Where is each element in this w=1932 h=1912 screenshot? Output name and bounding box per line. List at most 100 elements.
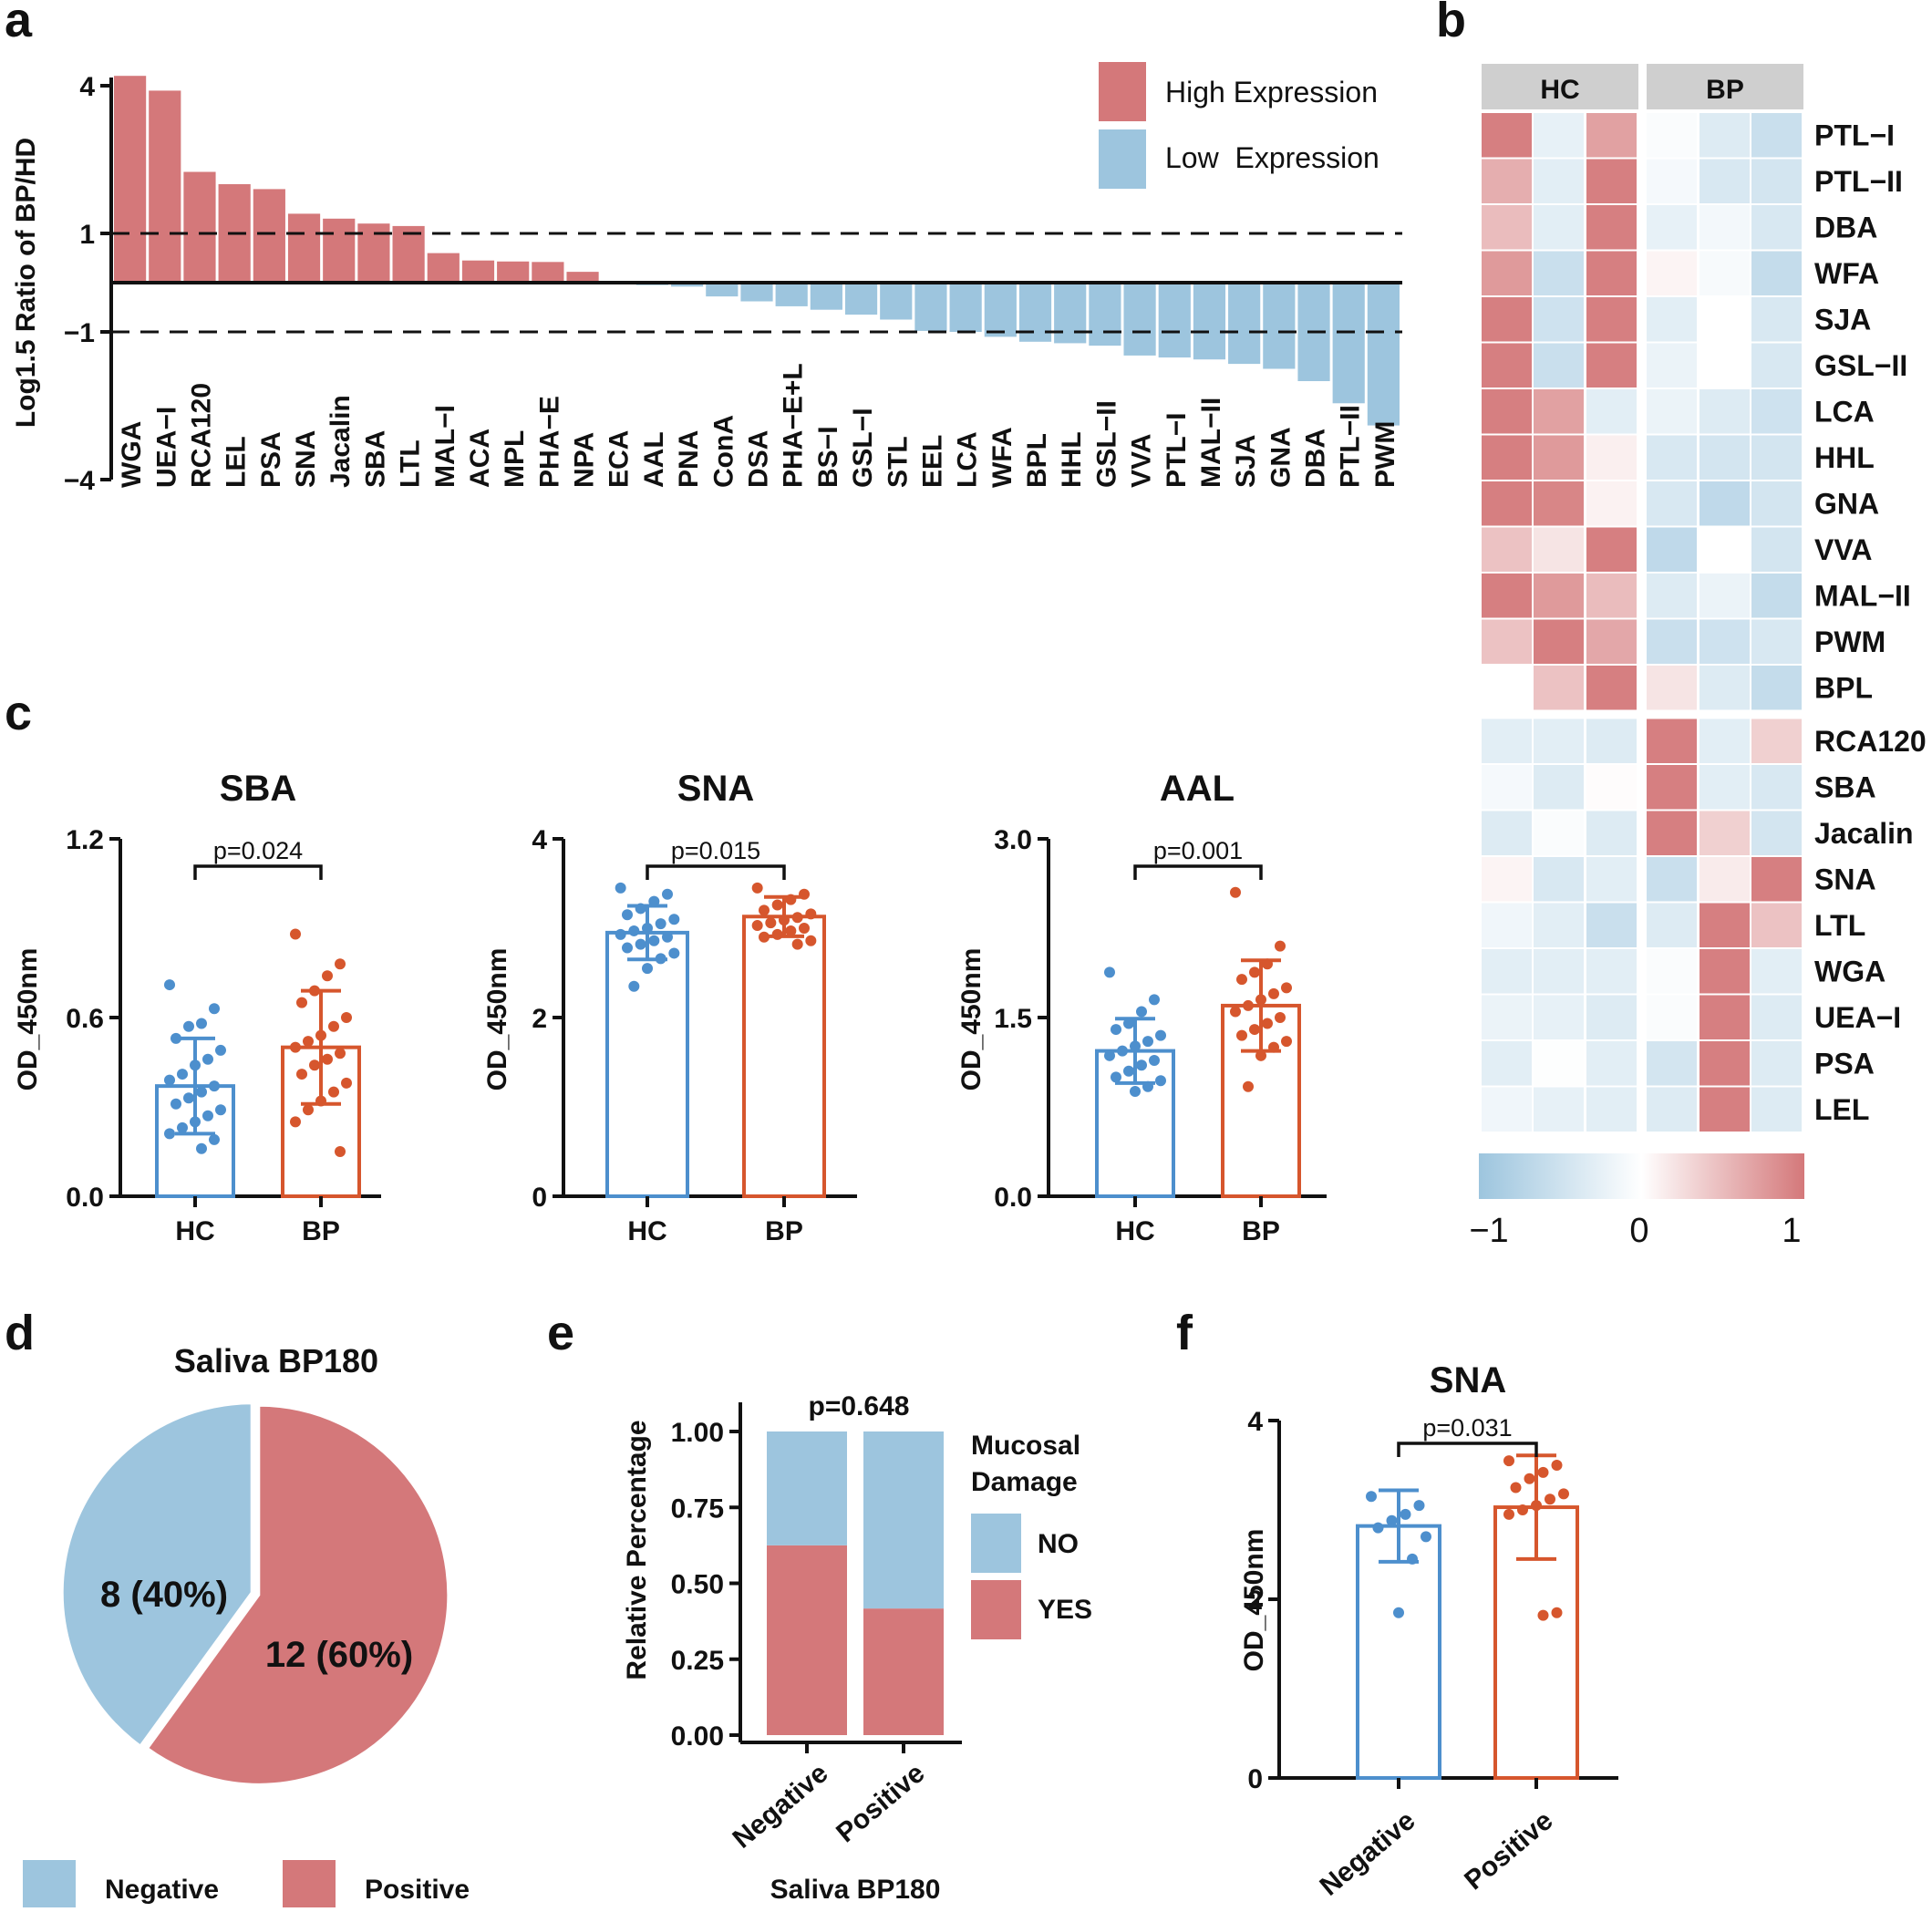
b-row-label: UEA−I	[1814, 1001, 1901, 1034]
data-point	[642, 923, 653, 934]
data-point	[805, 908, 817, 920]
c2-y-axis-label: OD_450nm	[482, 948, 512, 1091]
b-heatmap-cell	[1751, 343, 1802, 388]
data-point	[1155, 1029, 1166, 1041]
data-point	[209, 1133, 220, 1145]
data-point	[668, 914, 680, 925]
b-heatmap-cell	[1647, 389, 1697, 434]
a-bar	[566, 272, 599, 283]
b-heatmap-cell	[1647, 343, 1697, 388]
y-tick-label: 2	[1247, 1586, 1263, 1616]
b-heatmap-cell	[1751, 481, 1802, 526]
b-heatmap-cell	[1482, 574, 1532, 618]
significance-bracket	[1133, 864, 1263, 880]
data-point	[785, 894, 797, 905]
data-point	[799, 923, 810, 934]
data-point	[177, 1121, 188, 1133]
data-point	[296, 1069, 307, 1080]
panel-c-aal: AAL OD_450nm 0.0 1.5 3.0 HC BP p=0.001	[956, 769, 1327, 1246]
b-heatmap-cell	[1482, 949, 1532, 994]
c1-y-axis-label: OD_450nm	[13, 948, 43, 1091]
a-bar	[183, 171, 216, 283]
b-heatmap-cell	[1647, 765, 1697, 810]
data-point	[1545, 1493, 1555, 1505]
y-tick-label: 4	[1247, 1407, 1263, 1437]
a-x-tick-label: SNA	[291, 430, 321, 488]
b-heatmap-cell	[1751, 159, 1802, 203]
data-point	[1268, 987, 1279, 999]
data-point	[1255, 1049, 1266, 1061]
data-point	[1400, 1508, 1411, 1520]
data-point	[164, 1074, 175, 1086]
data-point	[335, 958, 346, 970]
b-heatmap-cell	[1534, 1041, 1584, 1086]
data-point	[1517, 1504, 1528, 1515]
a-x-tick-label: WFA	[987, 427, 1018, 488]
stacked-bar-segment	[767, 1545, 847, 1735]
pie-slice	[145, 1403, 450, 1786]
a-x-tick-label: PTL−II	[1336, 405, 1366, 488]
b-group-header-hc	[1482, 64, 1638, 109]
b-heatmap-cell	[1700, 435, 1750, 480]
y-tick-label: 2	[532, 1004, 547, 1034]
data-point	[303, 1104, 314, 1116]
a-x-tick-label: PHA−E	[534, 396, 564, 488]
b-colorbar-tick-max: 1	[1782, 1212, 1801, 1250]
data-point	[771, 928, 783, 940]
y-tick-label: 0	[532, 1183, 547, 1213]
a-x-tick-label: PSA	[256, 431, 286, 488]
b-heatmap-cell	[1586, 159, 1637, 203]
b-cells	[1482, 113, 1802, 1132]
a-bar	[949, 283, 982, 332]
data-point	[1136, 1006, 1147, 1018]
a-bar	[114, 76, 147, 283]
b-row-label: PWM	[1814, 625, 1886, 658]
panel-d-pie: Saliva BP180 8 (40%) 12 (60%) Negative P…	[23, 1342, 470, 1907]
data-point	[190, 1116, 201, 1128]
b-heatmap-cell	[1751, 205, 1802, 250]
significance-bracket	[193, 864, 323, 880]
a-x-tick-label: BS−I	[813, 426, 843, 488]
a-x-tick-label: NPA	[570, 432, 600, 488]
b-row-label: WGA	[1814, 955, 1886, 987]
data-point	[1386, 1514, 1398, 1526]
data-point	[759, 904, 770, 916]
b-heatmap-cell	[1751, 435, 1802, 480]
data-point	[215, 1044, 226, 1056]
c1-plot: 0.0 0.6 1.2 HC BP p=0.024	[66, 825, 381, 1246]
data-point	[209, 1003, 220, 1015]
b-row-label: GSL−II	[1814, 349, 1907, 382]
data-point	[1281, 1036, 1292, 1048]
a-bar	[323, 218, 356, 283]
b-heatmap-cell	[1482, 1041, 1532, 1086]
e-legend-title-line1: Mucosal	[971, 1431, 1080, 1461]
b-heatmap-cell	[1700, 619, 1750, 664]
e-legend-no-swatch	[971, 1514, 1021, 1573]
significance-bracket	[646, 864, 786, 880]
panel-label-a: a	[5, 0, 33, 47]
a-legend-high-swatch	[1099, 62, 1146, 121]
f-y-axis-label: OD_450nm	[1239, 1529, 1269, 1672]
a-x-tick-label: DSA	[744, 430, 774, 488]
b-heatmap-cell	[1482, 481, 1532, 526]
a-bar	[1367, 283, 1400, 426]
data-point	[622, 909, 633, 921]
a-axes: WGA UEA−I RCA120 LEL PSA SNA Jacalin SBA LTL MAL−…	[64, 72, 1402, 496]
a-x-tick-label: GNA	[1266, 427, 1296, 488]
b-heatmap-cell	[1586, 718, 1637, 763]
b-row-label: Jacalin	[1814, 817, 1914, 850]
data-point	[315, 1095, 326, 1107]
data-point	[296, 997, 307, 1008]
data-point	[648, 935, 660, 946]
data-point	[1551, 1460, 1563, 1471]
b-heatmap-cell	[1586, 343, 1637, 388]
b-heatmap-cell	[1534, 343, 1584, 388]
e-x-axis-label: Saliva BP180	[770, 1875, 941, 1905]
b-heatmap-cell	[1586, 903, 1637, 947]
data-point	[164, 979, 175, 991]
y-tick-label: 0	[1247, 1764, 1263, 1794]
a-y-tick-label: 1	[79, 220, 95, 250]
b-heatmap-cell	[1534, 1087, 1584, 1132]
b-colorbar	[1479, 1153, 1804, 1199]
y-tick-label: 0.6	[66, 1004, 104, 1034]
